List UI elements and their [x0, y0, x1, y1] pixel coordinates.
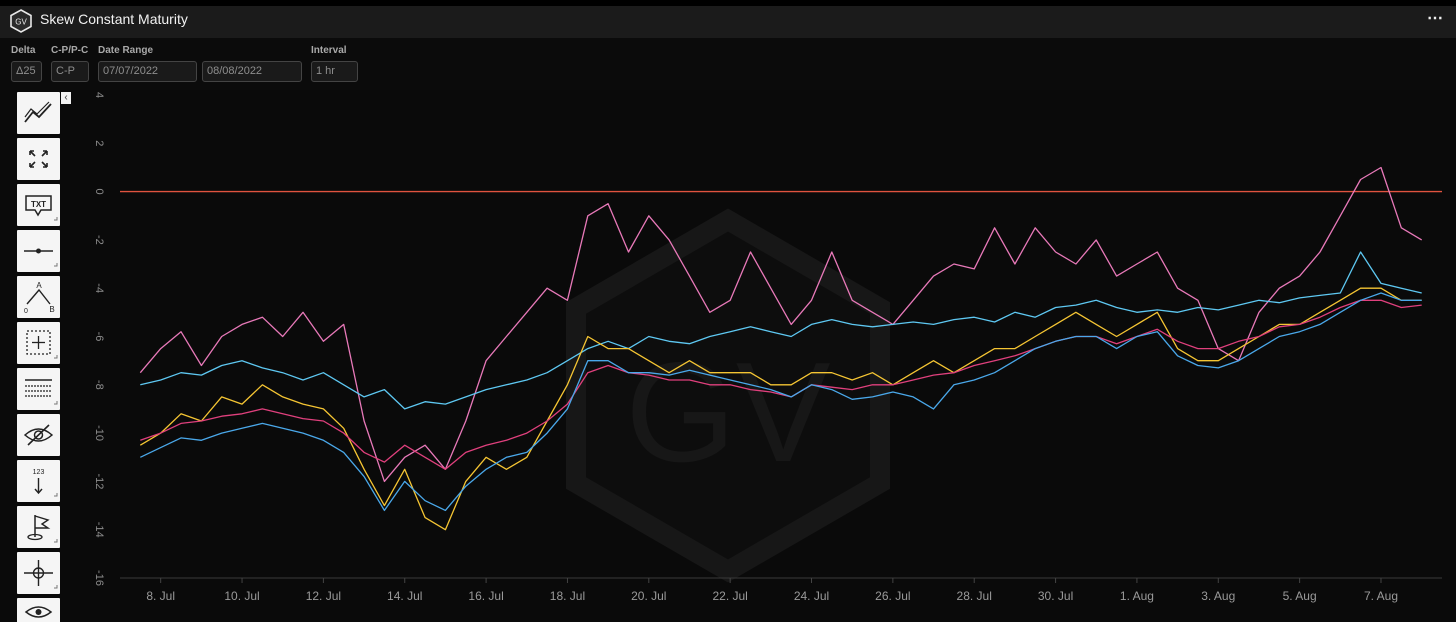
trend-line-icon: [24, 101, 52, 123]
tool-visibility[interactable]: [17, 598, 60, 622]
x-tick-label: 30. Jul: [1038, 589, 1073, 603]
more-dots-icon[interactable]: ⋯: [1427, 10, 1444, 27]
x-tick-label: 5. Aug: [1283, 589, 1317, 603]
series-line-4: [140, 299, 1422, 470]
delta-control: Delta Δ25: [11, 45, 42, 82]
svg-text:B: B: [49, 305, 54, 314]
interval-label: Interval: [311, 45, 347, 56]
interval-control: Interval 1 hr: [311, 45, 358, 82]
x-tick-label: 20. Jul: [631, 589, 666, 603]
expand-arrows-icon: [29, 150, 48, 168]
delta-label: Delta: [11, 45, 36, 56]
tool-trend-line[interactable]: [17, 92, 60, 134]
tool-text-label: TXT: [31, 200, 46, 209]
x-tick-label: 16. Jul: [468, 589, 503, 603]
tool-value-text: 123: [33, 469, 45, 476]
end-date-input[interactable]: 08/08/2022: [202, 61, 302, 82]
x-tick-label: 7. Aug: [1364, 589, 1398, 603]
y-tick-label: -14: [93, 522, 105, 538]
select-box-icon: [26, 330, 58, 359]
series-line-2: [140, 251, 1422, 410]
collapse-toolbar-icon[interactable]: ‹: [61, 92, 71, 104]
tool-expand[interactable]: [17, 138, 60, 180]
x-tick-label: 8. Jul: [146, 589, 175, 603]
x-tick-label: 1. Aug: [1120, 589, 1154, 603]
watermark-text: GV: [625, 333, 830, 492]
x-tick-label: 26. Jul: [875, 589, 910, 603]
x-tick-label: 28. Jul: [957, 589, 992, 603]
x-tick-label: 3. Aug: [1201, 589, 1235, 603]
grid-table-icon: [25, 379, 58, 405]
x-tick-label: 22. Jul: [712, 589, 747, 603]
x-tick-label: 14. Jul: [387, 589, 422, 603]
tool-grid-table[interactable]: [17, 368, 60, 410]
y-tick-label: -10: [93, 425, 105, 441]
start-date-input[interactable]: 07/07/2022: [98, 61, 197, 82]
cpc-control: C-P/P-C C-P: [51, 45, 89, 82]
tool-horizontal-line[interactable]: [17, 230, 60, 272]
y-tick-label: -4: [93, 283, 105, 293]
y-tick-label: 2: [93, 140, 105, 146]
chart-controls: Delta Δ25 C-P/P-C C-P Date Range 07/07/2…: [0, 38, 1456, 90]
date-range-control: Date Range 07/07/2022 08/08/2022: [98, 45, 302, 82]
y-tick-label: -2: [93, 235, 105, 245]
interval-select[interactable]: 1 hr: [311, 61, 358, 82]
horizontal-line-icon: [24, 248, 58, 267]
x-tick-label: 24. Jul: [794, 589, 829, 603]
tool-crosshair[interactable]: [17, 552, 60, 594]
watermark: GV: [566, 208, 890, 583]
x-axis: 8. Jul 10. Jul 12. Jul 14. Jul 16. Jul 18. Ju…: [120, 577, 1442, 603]
delta-select[interactable]: Δ25: [11, 61, 42, 82]
cpc-label: C-P/P-C: [51, 45, 89, 56]
tool-ab-path[interactable]: A B 0: [17, 276, 60, 318]
tool-hide[interactable]: [17, 414, 60, 456]
y-tick-label: -8: [93, 380, 105, 390]
series-line-3: [139, 287, 1422, 531]
ab-path-icon: A B 0: [24, 281, 55, 315]
date-range-label: Date Range: [98, 45, 154, 56]
cpc-select[interactable]: C-P: [51, 61, 89, 82]
svg-text:A: A: [36, 281, 42, 290]
value-label-icon: 123: [33, 469, 58, 497]
series-line-1: [139, 166, 1423, 483]
page-title: Skew Constant Maturity: [40, 11, 188, 27]
y-tick-label: -12: [93, 473, 105, 489]
tool-select-box[interactable]: [17, 322, 60, 364]
gv-logo-icon: GV: [10, 9, 32, 33]
eye-icon: [24, 606, 53, 618]
skew-chart: GV 4 2 0 -2 -4 -6 -8 -10 -12 -14 -16 8. Jul 10. Jul…: [93, 92, 1442, 603]
crosshair-icon: [24, 560, 58, 589]
svg-text:0: 0: [24, 308, 28, 315]
y-tick-label: -16: [93, 570, 105, 586]
title-bar: GV Skew Constant Maturity ⋯: [0, 0, 1456, 38]
x-tick-label: 12. Jul: [306, 589, 341, 603]
y-tick-label: -6: [93, 332, 105, 342]
y-tick-label: 0: [93, 189, 105, 195]
drawing-toolbar: TXT A B 0: [17, 92, 61, 622]
x-tick-label: 18. Jul: [550, 589, 585, 603]
y-tick-label: 4: [93, 92, 105, 98]
tool-value-label[interactable]: 123: [17, 460, 60, 502]
series-line-5: [140, 292, 1422, 512]
logo-text: GV: [15, 18, 27, 27]
tool-text[interactable]: TXT: [17, 184, 60, 226]
x-tick-label: 10. Jul: [224, 589, 259, 603]
series-layer: [139, 166, 1423, 531]
y-axis: 4 2 0 -2 -4 -6 -8 -10 -12 -14 -16: [93, 92, 105, 586]
eye-off-icon: [23, 424, 54, 446]
tool-flag[interactable]: [17, 506, 60, 548]
flag-icon: [27, 515, 58, 543]
text-annotation-icon: TXT: [25, 195, 58, 221]
